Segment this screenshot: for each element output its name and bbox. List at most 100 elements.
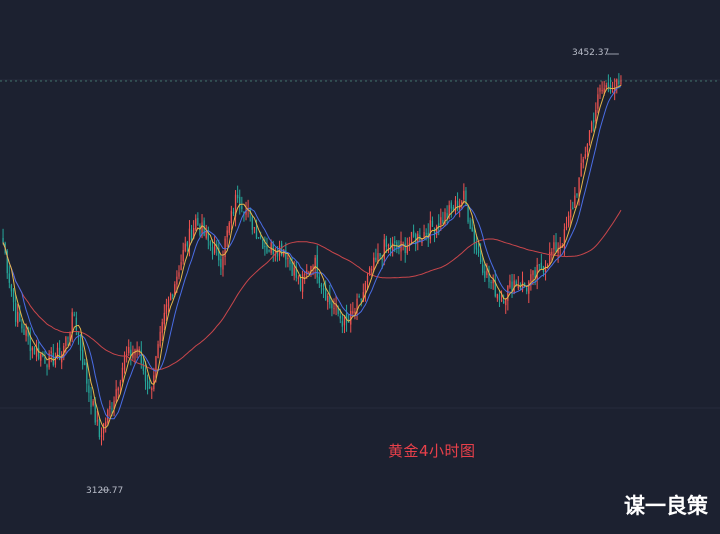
- candle: [505, 298, 507, 314]
- candle: [6, 249, 8, 279]
- candle: [195, 214, 197, 232]
- candle: [2, 228, 4, 245]
- candle-body: [490, 282, 492, 284]
- candle: [364, 280, 367, 302]
- candle-body: [178, 272, 180, 277]
- candle: [440, 208, 442, 231]
- candle: [358, 293, 360, 299]
- candle-body: [503, 301, 505, 304]
- candle-body: [21, 323, 23, 329]
- candle: [503, 294, 505, 304]
- candle-body: [354, 311, 356, 314]
- candle: [408, 236, 411, 252]
- candle: [557, 242, 559, 263]
- candle: [33, 346, 36, 355]
- candle-body: [193, 228, 195, 239]
- candle-body: [383, 239, 385, 259]
- candle-body: [616, 79, 618, 87]
- candle-body: [88, 385, 90, 393]
- candle: [387, 243, 390, 254]
- candle-body: [69, 333, 71, 341]
- candle: [90, 386, 92, 415]
- candle-body: [423, 232, 425, 239]
- candles: [2, 73, 622, 446]
- candle-body: [142, 363, 145, 371]
- candle-body: [486, 271, 488, 276]
- candle: [345, 304, 348, 332]
- candle: [607, 74, 610, 93]
- candle-body: [557, 247, 559, 254]
- candle-body: [546, 265, 549, 267]
- candle-body: [224, 238, 226, 257]
- high-price-label: 3452.37: [572, 48, 610, 58]
- candle-body: [182, 250, 184, 262]
- candle: [239, 189, 241, 215]
- candle-body: [402, 242, 404, 244]
- candle: [475, 234, 478, 255]
- candle: [218, 239, 220, 267]
- candle-body: [17, 311, 19, 324]
- candle-body: [301, 274, 304, 292]
- candle: [257, 237, 260, 239]
- candle-body: [287, 257, 289, 259]
- candle: [159, 325, 161, 348]
- candle: [186, 240, 189, 252]
- candle-body: [304, 273, 306, 275]
- candle: [530, 269, 532, 291]
- candle-body: [574, 195, 576, 208]
- candle: [580, 153, 582, 177]
- candle-body: [207, 231, 209, 241]
- candle: [270, 239, 272, 255]
- candle-body: [163, 312, 165, 325]
- candle-body: [48, 353, 50, 368]
- candle-body: [136, 348, 138, 351]
- candle: [31, 346, 34, 359]
- candle: [73, 311, 75, 317]
- candle-body: [348, 321, 350, 323]
- candle: [209, 240, 212, 251]
- candle-body: [222, 256, 224, 270]
- candle: [482, 255, 484, 276]
- candle: [553, 235, 555, 257]
- candle-body: [209, 241, 212, 246]
- candle: [182, 242, 184, 265]
- candle-body: [362, 292, 364, 302]
- candle-body: [2, 237, 4, 243]
- candle-body: [540, 262, 543, 269]
- candle-body: [50, 351, 52, 353]
- candle-body: [429, 220, 431, 240]
- candle-body: [54, 358, 57, 365]
- candle: [473, 224, 475, 254]
- candle-body: [165, 304, 168, 314]
- candle-body: [107, 409, 109, 423]
- candle: [125, 346, 128, 363]
- candle-body: [555, 242, 557, 252]
- candle: [12, 288, 15, 312]
- candle-body: [435, 225, 438, 235]
- candle: [590, 120, 593, 133]
- candle: [21, 318, 23, 333]
- candle: [316, 245, 318, 284]
- candle-body: [314, 257, 316, 270]
- candle: [360, 298, 362, 307]
- candle: [100, 427, 103, 446]
- candle-body: [312, 266, 314, 268]
- candle-body: [262, 239, 264, 249]
- candle: [211, 239, 214, 260]
- candle-body: [61, 354, 63, 363]
- candle: [63, 342, 65, 361]
- candle: [268, 249, 270, 253]
- candle: [153, 367, 155, 392]
- candle-body: [276, 251, 279, 257]
- candle-body: [446, 213, 448, 218]
- candle-body: [293, 267, 295, 276]
- candle: [492, 274, 494, 290]
- candle: [599, 84, 601, 100]
- candle-body: [117, 388, 119, 391]
- candle: [412, 224, 415, 238]
- candle: [435, 224, 438, 238]
- candle-body: [251, 216, 253, 230]
- candle: [56, 342, 59, 360]
- candle-body: [236, 195, 239, 199]
- candle-body: [371, 269, 373, 271]
